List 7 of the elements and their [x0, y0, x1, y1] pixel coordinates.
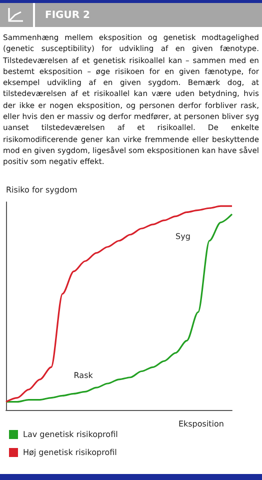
- annotation: Syg: [176, 232, 190, 242]
- chart-title: FIGUR 2: [45, 10, 90, 20]
- x-axis-title: Eksposition: [178, 420, 224, 428]
- annotation: Rask: [74, 370, 94, 380]
- legend-label: Høj genetisk risikoprofil: [23, 448, 117, 457]
- legend-label: Lav genetisk risikoprofil: [23, 430, 118, 439]
- y-axis-title: Risiko for sygdom: [6, 186, 78, 194]
